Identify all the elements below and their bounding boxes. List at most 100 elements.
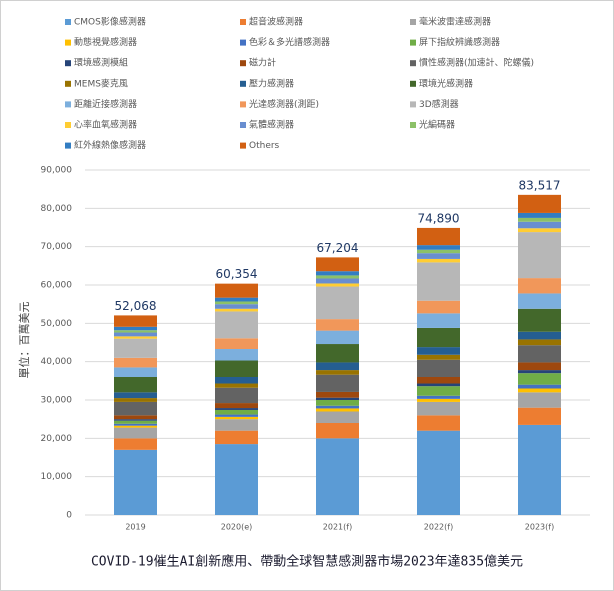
bar-segment bbox=[417, 430, 460, 515]
legend-swatch bbox=[65, 122, 71, 128]
legend-swatch bbox=[410, 122, 416, 128]
legend-swatch bbox=[240, 19, 246, 25]
legend-swatch bbox=[240, 39, 246, 46]
bar-segment bbox=[316, 362, 359, 371]
bar-segment bbox=[417, 327, 460, 348]
bar-segment bbox=[215, 408, 258, 410]
bar-segment bbox=[114, 338, 157, 358]
bar-segment bbox=[114, 449, 157, 515]
bar-segment bbox=[114, 415, 157, 420]
bar-segment bbox=[215, 409, 258, 415]
bar-segment bbox=[518, 362, 561, 371]
bar-segment bbox=[316, 344, 359, 363]
bar-segment bbox=[114, 367, 157, 377]
legend-swatch bbox=[240, 80, 246, 87]
bar-segment bbox=[215, 387, 258, 404]
bar-segment bbox=[316, 391, 359, 398]
bar-segment bbox=[417, 415, 460, 431]
bar-segment bbox=[215, 311, 258, 339]
y-axis-label: 單位：百萬美元 bbox=[17, 302, 31, 379]
legend-label: 屏下指紋辨識感測器 bbox=[419, 36, 500, 48]
legend-swatch bbox=[65, 19, 71, 25]
bar-segment bbox=[316, 374, 359, 392]
bar-segment bbox=[215, 414, 258, 417]
bar-segment bbox=[114, 438, 157, 450]
bar-segment bbox=[215, 377, 258, 384]
bar-segment bbox=[518, 308, 561, 332]
legend-swatch bbox=[240, 60, 246, 67]
bar-segment bbox=[417, 386, 460, 396]
bar-segment bbox=[518, 194, 561, 213]
legend-label: 光編碼器 bbox=[419, 119, 455, 131]
bar-segment bbox=[316, 283, 359, 287]
bar-segment bbox=[518, 212, 561, 218]
legend-label: CMOS影像感測器 bbox=[74, 16, 146, 28]
legend-label: 氣體感測器 bbox=[249, 119, 294, 131]
bar-segment bbox=[417, 398, 460, 402]
bar-segment bbox=[114, 425, 157, 428]
x-tick-label: 2022(f) bbox=[424, 523, 453, 532]
legend-label: 慣性感測器(加速計、陀螺儀) bbox=[419, 57, 534, 69]
bar-segment bbox=[215, 308, 258, 312]
bar-segment bbox=[316, 278, 359, 284]
bar-segment bbox=[215, 430, 258, 445]
bar-segment bbox=[417, 359, 460, 377]
bar-segment bbox=[215, 283, 258, 298]
bar-segment bbox=[518, 384, 561, 389]
bar-segment bbox=[215, 403, 258, 409]
bar-segment bbox=[114, 423, 157, 426]
legend-label: 環境光感測器 bbox=[419, 77, 473, 89]
bar-segment bbox=[114, 420, 157, 424]
bar-segment bbox=[316, 271, 359, 276]
legend-label: 距離近接感測器 bbox=[74, 98, 137, 110]
bar-segment bbox=[417, 313, 460, 328]
y-tick-label: 60,000 bbox=[41, 281, 73, 291]
legend-label: 動態視覺感測器 bbox=[74, 36, 137, 48]
legend-label: 超音波感測器 bbox=[249, 16, 303, 28]
bar-segment bbox=[518, 373, 561, 385]
bar-segment bbox=[417, 354, 460, 360]
bar-segment bbox=[316, 397, 359, 400]
bar-segment bbox=[518, 339, 561, 346]
total-label: 67,204 bbox=[317, 241, 359, 255]
bar-segment bbox=[417, 253, 460, 259]
y-tick-label: 30,000 bbox=[41, 396, 73, 406]
bar-segment bbox=[518, 370, 561, 374]
bar-segment bbox=[316, 408, 359, 412]
bar-segment bbox=[518, 278, 561, 294]
bar-segment bbox=[316, 370, 359, 375]
legend-swatch bbox=[65, 60, 71, 67]
legend-swatch bbox=[65, 101, 71, 108]
legend-swatch bbox=[410, 60, 416, 67]
legend-swatch bbox=[240, 122, 246, 128]
legend-swatch bbox=[240, 101, 246, 108]
bar-segment bbox=[114, 315, 157, 327]
bar-segment bbox=[114, 336, 157, 339]
bar-segment bbox=[518, 293, 561, 309]
legend-swatch bbox=[410, 101, 416, 108]
bar-segment bbox=[316, 275, 359, 279]
bar-segment bbox=[215, 416, 258, 420]
bar-segment bbox=[316, 286, 359, 320]
x-tick-label: 2023(f) bbox=[525, 523, 554, 532]
total-label: 83,517 bbox=[519, 178, 561, 192]
total-label: 60,354 bbox=[216, 267, 258, 281]
bar-segment bbox=[417, 347, 460, 355]
legend-swatch bbox=[410, 39, 416, 46]
bar-segment bbox=[417, 377, 460, 384]
bar-segment bbox=[518, 232, 561, 279]
bar-segment bbox=[114, 419, 157, 421]
bar-segment bbox=[518, 217, 561, 222]
bar-segment bbox=[518, 407, 561, 425]
bar-segment bbox=[114, 392, 157, 399]
bar-segment bbox=[215, 383, 258, 388]
bar-segment bbox=[417, 300, 460, 314]
bar-segment bbox=[316, 330, 359, 345]
legend-label: 色彩＆多光譜感測器 bbox=[249, 36, 330, 48]
bar-segment bbox=[215, 301, 258, 305]
bar-segment bbox=[215, 297, 258, 302]
bar-segment bbox=[316, 400, 359, 406]
total-label: 52,068 bbox=[115, 299, 157, 313]
